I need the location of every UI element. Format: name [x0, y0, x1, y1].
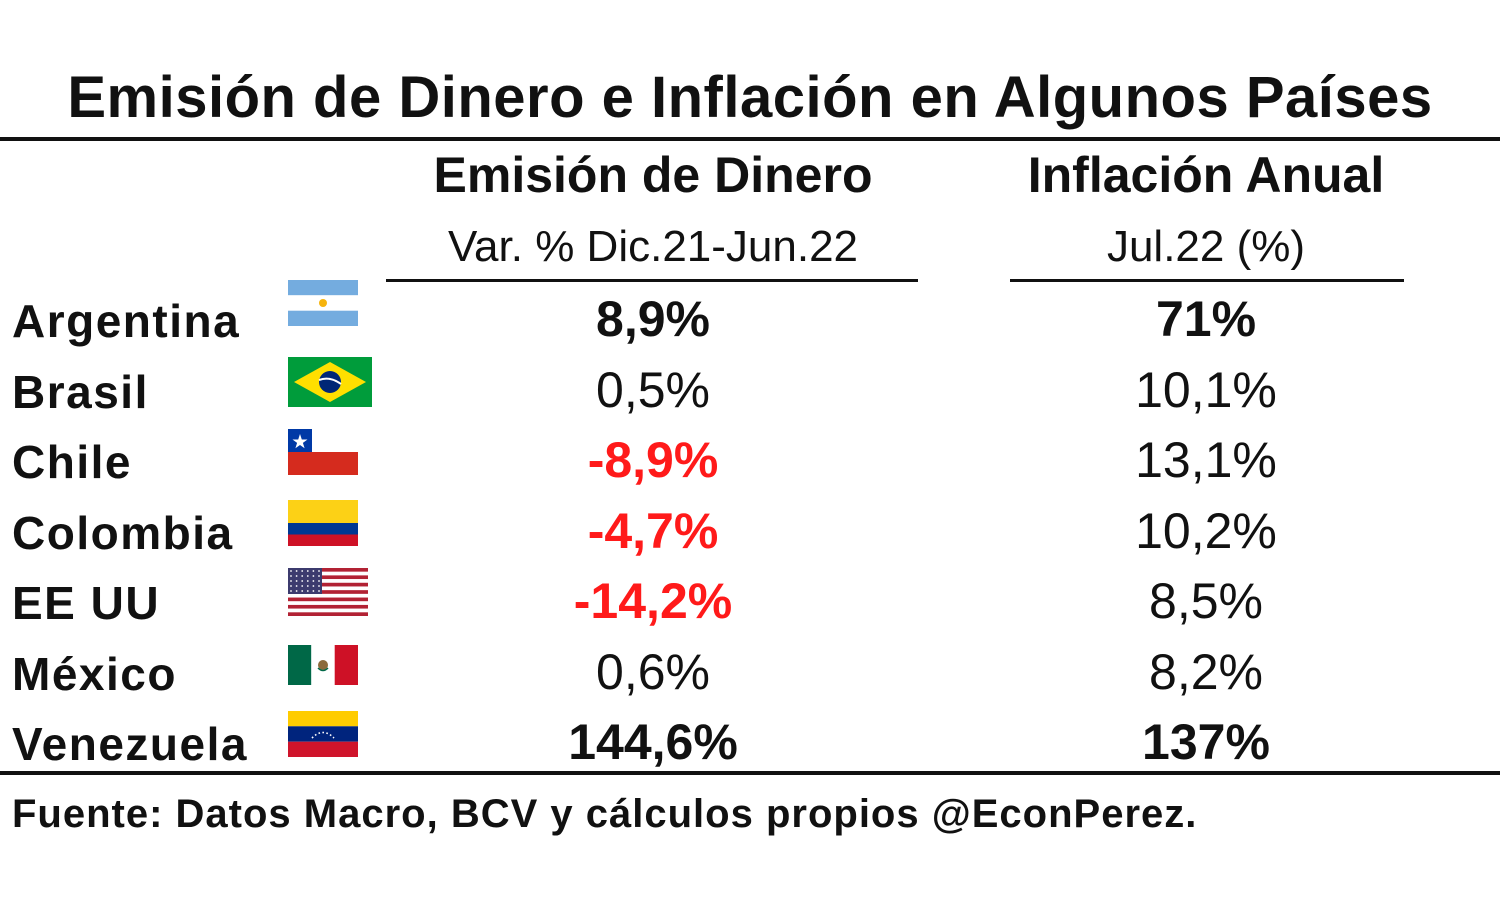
- inflacion-value-colombia: 10,2%: [1135, 502, 1277, 559]
- inflacion-value-brasil: 10,1%: [1135, 361, 1277, 418]
- column-header-inflacion: Inflación Anual: [1027, 147, 1385, 203]
- bottom-divider: [0, 771, 1500, 775]
- mexico-flag-icon: [288, 644, 358, 690]
- emision-value-colombia: -4,7%: [587, 502, 719, 559]
- emision-value-brasil: 0,5%: [596, 361, 710, 418]
- column-underline-inflacion: [1010, 279, 1404, 282]
- column-header-emision: Emisión de Dinero: [433, 147, 873, 203]
- inflacion-value-m-xico: 8,2%: [1149, 643, 1263, 700]
- country-label-venezuela: Venezuela: [12, 718, 248, 770]
- column-subheader-inflacion: Jul.22 (%): [1106, 222, 1306, 271]
- colombia-flag-icon: [288, 499, 358, 551]
- emision-value-m-xico: 0,6%: [596, 643, 710, 700]
- emision-value-ee-uu: -14,2%: [573, 573, 733, 629]
- country-label-colombia: Colombia: [12, 506, 234, 559]
- chile-flag-icon: [288, 429, 358, 480]
- argentina-flag-icon: [288, 280, 358, 331]
- emision-value-chile: -8,9%: [587, 432, 719, 488]
- inflacion-value-ee-uu: 8,5%: [1149, 573, 1263, 629]
- emision-value-argentina: 8,9%: [596, 291, 710, 347]
- title-divider: [0, 137, 1500, 141]
- usa-flag-icon: [288, 568, 368, 621]
- column-underline-emision: [386, 279, 918, 282]
- column-subheader-emision: Var. % Dic.21-Jun.22: [447, 222, 859, 271]
- country-label-chile: Chile: [12, 436, 132, 488]
- chart-title: Emisión de Dinero e Inflación en Algunos…: [67, 65, 1433, 130]
- country-label-m-xico: México: [12, 647, 177, 700]
- country-label-ee-uu: EE UU: [12, 577, 161, 629]
- brazil-flag-icon: [288, 356, 372, 412]
- inflacion-value-venezuela: 137%: [1142, 714, 1270, 770]
- country-label-argentina: Argentina: [12, 295, 241, 347]
- country-label-brasil: Brasil: [12, 365, 149, 418]
- inflacion-value-chile: 13,1%: [1135, 432, 1277, 488]
- source-note: Fuente: Datos Macro, BCV y cálculos prop…: [12, 792, 1198, 836]
- inflacion-value-argentina: 71%: [1155, 291, 1257, 347]
- venezuela-flag-icon: [288, 711, 358, 762]
- emision-value-venezuela: 144,6%: [568, 714, 738, 770]
